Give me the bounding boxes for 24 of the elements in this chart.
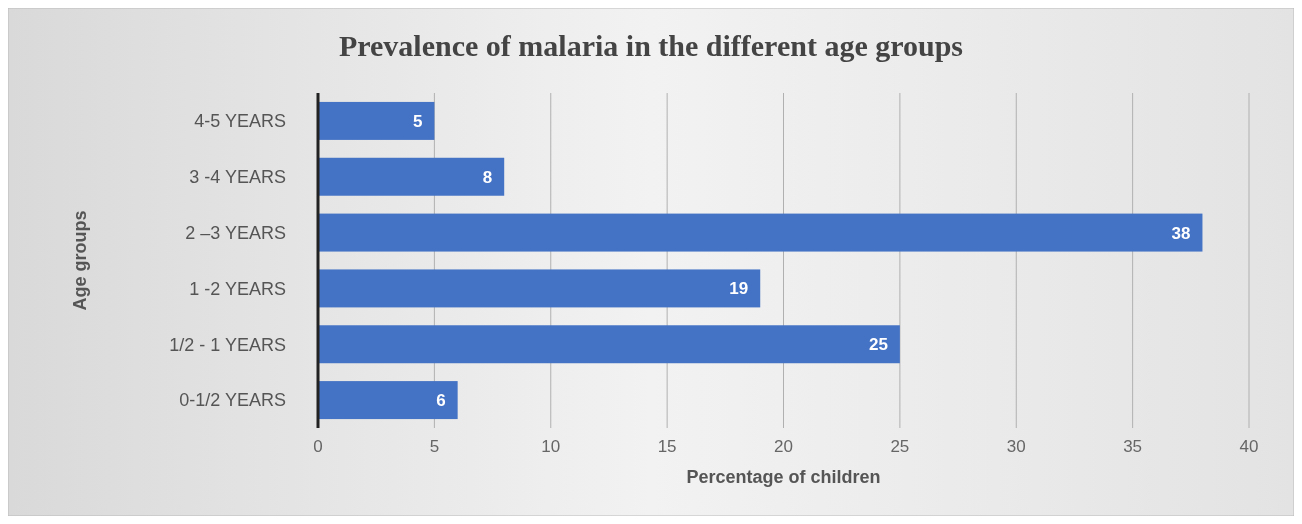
data-label: 6 <box>436 391 446 411</box>
x-tick-label: 40 <box>1239 437 1259 456</box>
data-label: 25 <box>868 335 888 355</box>
y-tick-label: 1 -2 YEARS <box>189 278 286 299</box>
y-tick-label: 0-1/2 YEARS <box>179 390 286 411</box>
data-label: 19 <box>729 279 749 299</box>
x-tick-label: 5 <box>429 437 440 456</box>
data-label: 38 <box>1171 223 1191 243</box>
x-tick-label: 30 <box>1006 437 1026 456</box>
x-tick-label: 0 <box>313 437 323 456</box>
x-axis-title: Percentage of children <box>686 467 881 487</box>
y-tick-label: 2 –3 YEARS <box>185 222 286 243</box>
data-label: 8 <box>482 167 493 187</box>
x-tick-label: 10 <box>541 437 561 456</box>
y-tick-label: 1/2 - 1 YEARS <box>169 334 286 355</box>
x-tick-label: 15 <box>657 437 677 456</box>
data-label: 5 <box>412 111 423 131</box>
x-tick-label: 25 <box>890 437 910 456</box>
x-tick-label: 35 <box>1123 437 1143 456</box>
x-tick-label: 20 <box>774 437 793 456</box>
chart-title: Prevalence of malaria in the different age groups <box>338 29 964 62</box>
y-axis-title: Age groups <box>70 210 90 311</box>
y-tick-label: 3 -4 YEARS <box>189 167 286 188</box>
y-tick-label: 4-5 YEARS <box>194 111 286 132</box>
